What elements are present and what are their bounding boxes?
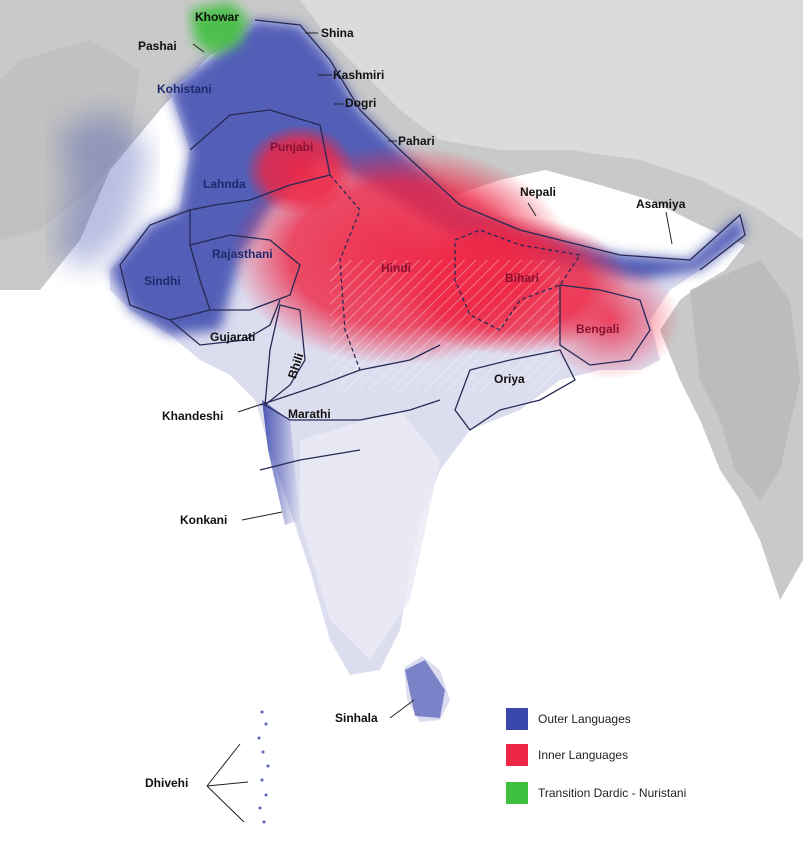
label-shina: Shina bbox=[321, 26, 354, 40]
label-bengali: Bengali bbox=[576, 322, 620, 336]
legend-label-inner: Inner Languages bbox=[538, 748, 629, 762]
terrain-relief bbox=[0, 0, 803, 600]
legend-label-outer: Outer Languages bbox=[538, 712, 631, 726]
legend-swatch-transition bbox=[506, 782, 528, 804]
legend-swatch-inner bbox=[506, 744, 528, 766]
label-oriya: Oriya bbox=[494, 372, 525, 386]
legend-item-transition: Transition Dardic - Nuristani bbox=[506, 782, 736, 806]
label-hindi: Hindi bbox=[381, 261, 411, 275]
label-konkani: Konkani bbox=[180, 513, 228, 527]
label-sinhala: Sinhala bbox=[335, 711, 378, 725]
label-khandeshi: Khandeshi bbox=[162, 409, 224, 423]
maldives-islands bbox=[257, 710, 270, 824]
label-rajasthani: Rajasthani bbox=[212, 247, 273, 261]
label-marathi: Marathi bbox=[288, 407, 331, 421]
label-lahnda: Lahnda bbox=[203, 177, 246, 191]
label-pahari: Pahari bbox=[398, 134, 435, 148]
legend-item-inner: Inner Languages bbox=[506, 744, 736, 768]
legend-item-outer: Outer Languages bbox=[506, 708, 736, 732]
label-asamiya: Asamiya bbox=[636, 197, 686, 211]
label-punjabi: Punjabi bbox=[270, 140, 314, 154]
label-gujarati: Gujarati bbox=[210, 330, 256, 344]
language-boundaries bbox=[119, 19, 746, 471]
sea bbox=[0, 290, 803, 843]
label-kashmiri: Kashmiri bbox=[333, 68, 385, 82]
label-dogri: Dogri bbox=[345, 96, 377, 110]
label-nepali: Nepali bbox=[520, 185, 557, 199]
transition-dardic-area bbox=[190, 2, 248, 55]
label-sindhi: Sindhi bbox=[144, 274, 181, 288]
label-bihari: Bihari bbox=[505, 271, 540, 285]
inner-languages-area bbox=[230, 125, 680, 390]
label-dhivehi: Dhivehi bbox=[145, 776, 189, 790]
label-pashai: Pashai bbox=[138, 39, 177, 53]
label-kohistani: Kohistani bbox=[157, 82, 212, 96]
legend-swatch-outer bbox=[506, 708, 528, 730]
leader-lines bbox=[192, 32, 673, 823]
legend-label-transition: Transition Dardic - Nuristani bbox=[538, 786, 687, 800]
label-khowar: Khowar bbox=[195, 10, 240, 24]
